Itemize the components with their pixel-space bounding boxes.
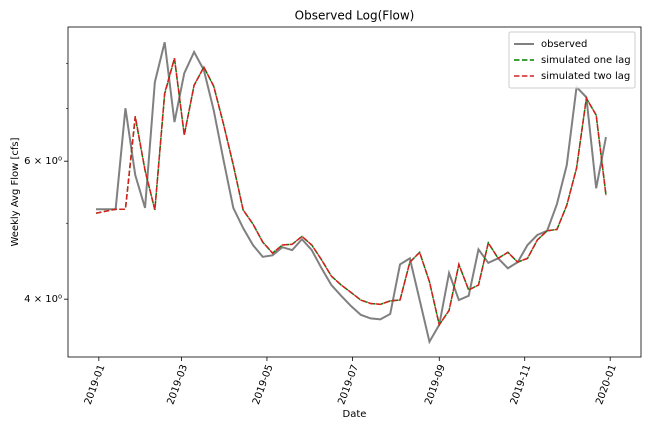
series-line bbox=[95, 58, 607, 327]
legend-box bbox=[508, 31, 636, 89]
y-tick-label: 6 × 10⁰ bbox=[24, 156, 62, 167]
x-axis-label: Date bbox=[343, 409, 367, 420]
legend-label: observed bbox=[541, 39, 587, 50]
y-axis-label: Weekly Avg Flow [cfs] bbox=[10, 137, 21, 246]
y-tick-label: 4 × 10⁰ bbox=[24, 294, 62, 305]
legend-label: simulated one lag bbox=[541, 55, 631, 66]
legend-label: simulated two lag bbox=[541, 71, 630, 82]
series-line bbox=[96, 42, 607, 345]
plot-frame bbox=[67, 26, 642, 358]
chart-title: Observed Log(Flow) bbox=[295, 9, 415, 23]
